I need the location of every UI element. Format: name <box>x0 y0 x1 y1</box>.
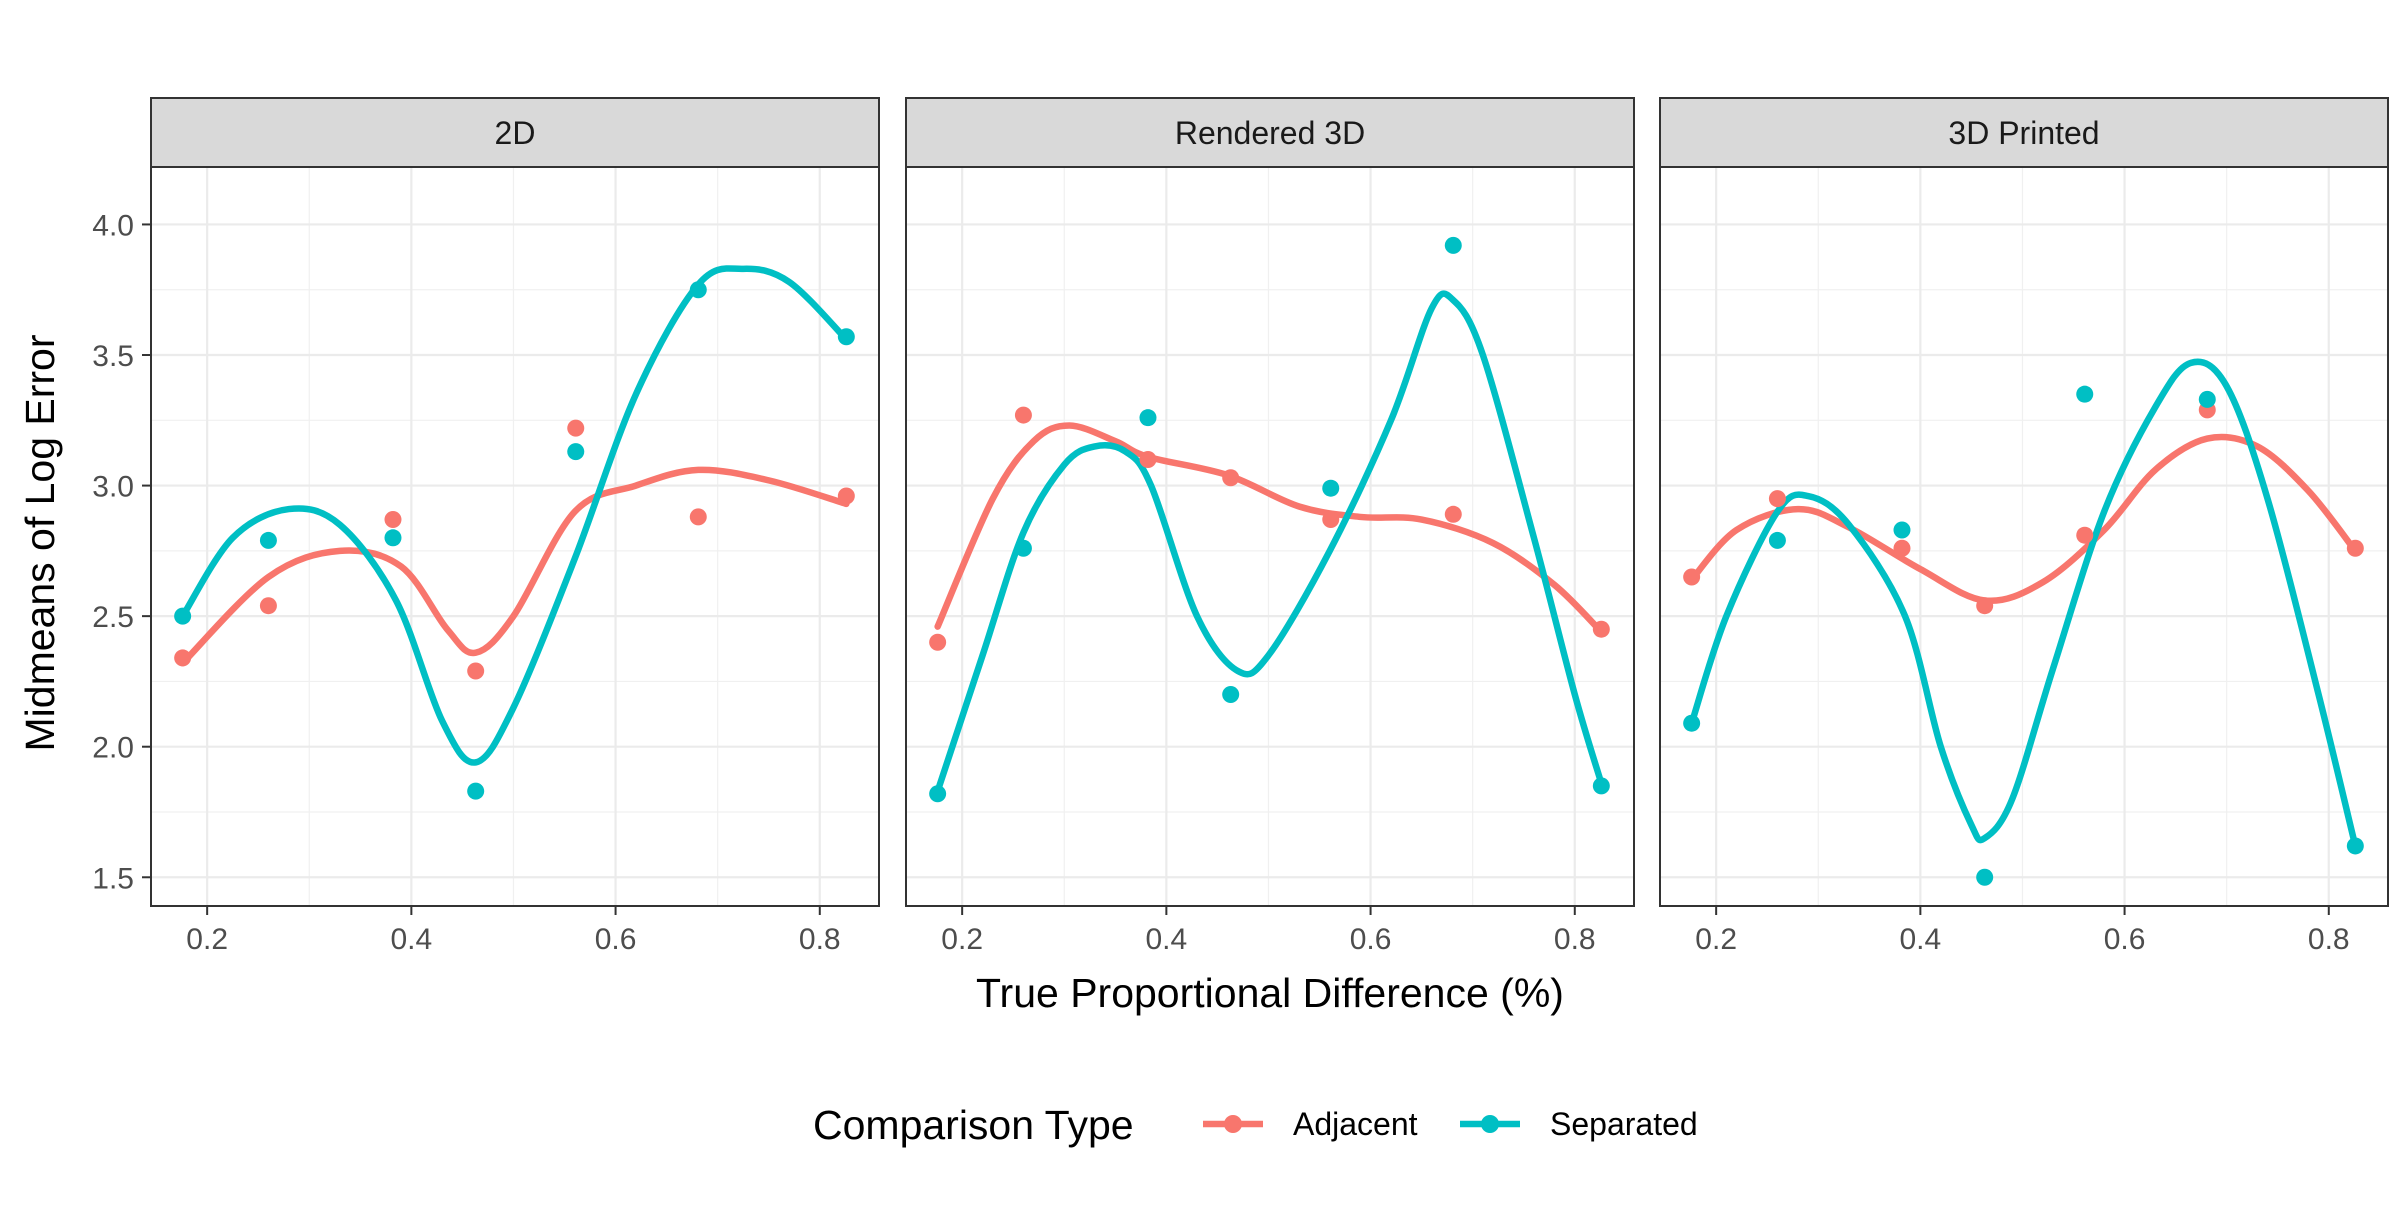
x-tick-label: 0.8 <box>1554 923 1596 956</box>
y-tick-label: 3.5 <box>92 340 134 373</box>
data-point-adjacent <box>2346 539 2364 557</box>
data-point-adjacent <box>1322 511 1340 529</box>
x-tick-label: 0.2 <box>186 923 228 956</box>
data-point-adjacent <box>1768 490 1786 508</box>
x-tick-label: 0.6 <box>595 923 637 956</box>
data-point-adjacent <box>1893 539 1911 557</box>
data-point-separated <box>1683 714 1701 732</box>
plot-background <box>151 167 879 906</box>
x-tick-label: 0.4 <box>391 923 433 956</box>
data-point-separated <box>1893 521 1911 539</box>
data-point-separated <box>1139 409 1157 427</box>
data-point-separated <box>174 607 192 625</box>
facet-strip-label: Rendered 3D <box>1175 115 1365 151</box>
data-point-separated <box>2076 385 2094 403</box>
data-point-adjacent <box>567 419 585 437</box>
data-point-adjacent <box>384 511 402 529</box>
legend-title: Comparison Type <box>813 1102 1134 1148</box>
data-point-separated <box>689 281 707 299</box>
smooth-line-separated <box>1688 358 2359 850</box>
data-point-separated <box>567 443 585 461</box>
x-tick-label: 0.8 <box>799 923 841 956</box>
data-point-adjacent <box>2076 526 2094 544</box>
data-point-separated <box>259 531 277 549</box>
x-tick-label: 0.8 <box>2308 923 2350 956</box>
data-point-separated <box>1444 236 1462 254</box>
legend: Comparison Type Adjacent Separated <box>813 1102 1698 1148</box>
data-point-adjacent <box>837 487 855 505</box>
x-axis-title: True Proportional Difference (%) <box>976 970 1564 1016</box>
facet-strip <box>150 97 880 168</box>
data-point-separated <box>2346 837 2364 855</box>
data-point-separated <box>1976 868 1994 886</box>
legend-entries: Adjacent Separated <box>1203 1106 1698 1142</box>
facet-strip-label: 3D Printed <box>1948 115 2099 151</box>
data-point-separated <box>1768 531 1786 549</box>
legend-key-point-adjacent <box>1224 1115 1242 1133</box>
x-tick-label: 0.4 <box>1146 923 1188 956</box>
y-tick-label: 1.5 <box>92 862 134 895</box>
x-tick-label: 0.6 <box>2104 923 2146 956</box>
facet-strip <box>1659 97 2389 168</box>
data-point-separated <box>2198 390 2216 408</box>
data-point-separated <box>929 785 947 803</box>
panel-border <box>1659 166 2389 907</box>
panel-3d-printed: 3D Printed 0.2 0.4 0.6 0.8 <box>1659 97 2389 956</box>
x-tick-label: 0.6 <box>1350 923 1392 956</box>
x-tick-label: 0.2 <box>941 923 983 956</box>
panel-border <box>905 166 1635 907</box>
data-point-adjacent <box>467 662 485 680</box>
data-point-adjacent <box>1592 620 1610 638</box>
panel-border <box>150 166 880 907</box>
data-point-adjacent <box>929 633 947 651</box>
panel-rendered-3d: Rendered 3D 0.2 0.4 0.6 0.8 <box>905 97 1635 956</box>
data-point-separated <box>1014 539 1032 557</box>
panel-2d: 2D 0.2 0.4 0.6 0.8 1.5 2.0 2.5 3.0 3.5 4.0 <box>92 97 880 956</box>
data-point-adjacent <box>174 649 192 667</box>
legend-label-separated: Separated <box>1550 1106 1698 1142</box>
data-point-adjacent <box>1976 597 1994 615</box>
smooth-line-separated <box>179 265 850 766</box>
smooth-line-adjacent <box>179 466 850 667</box>
data-point-adjacent <box>1014 406 1032 424</box>
data-point-separated <box>384 529 402 547</box>
y-tick-label: 2.5 <box>92 601 134 634</box>
legend-key-point-separated <box>1481 1115 1499 1133</box>
smooth-line-separated <box>934 290 1605 795</box>
data-point-adjacent <box>1683 568 1701 586</box>
data-point-separated <box>1592 777 1610 795</box>
y-tick-label: 2.0 <box>92 732 134 765</box>
facet-strip <box>905 97 1635 168</box>
y-tick-label: 4.0 <box>92 209 134 242</box>
plot-background <box>906 167 1634 906</box>
legend-label-adjacent: Adjacent <box>1293 1106 1418 1142</box>
y-tick-label: 3.0 <box>92 471 134 504</box>
y-axis-title: Midmeans of Log Error <box>17 334 63 751</box>
data-point-separated <box>467 782 485 800</box>
data-point-adjacent <box>689 508 707 526</box>
smooth-line-adjacent <box>1688 433 2359 605</box>
data-point-separated <box>1222 685 1240 703</box>
facet-strip-label: 2D <box>495 115 536 151</box>
data-point-adjacent <box>1139 450 1157 468</box>
data-point-separated <box>1322 479 1340 497</box>
panels-layer: 2D 0.2 0.4 0.6 0.8 1.5 2.0 2.5 3.0 3.5 4.0 Rendered… <box>92 97 2389 956</box>
data-point-adjacent <box>1222 469 1240 487</box>
data-point-adjacent <box>1444 505 1462 523</box>
data-point-separated <box>837 328 855 346</box>
x-tick-label: 0.4 <box>1900 923 1942 956</box>
data-point-adjacent <box>259 597 277 615</box>
x-tick-label: 0.2 <box>1695 923 1737 956</box>
